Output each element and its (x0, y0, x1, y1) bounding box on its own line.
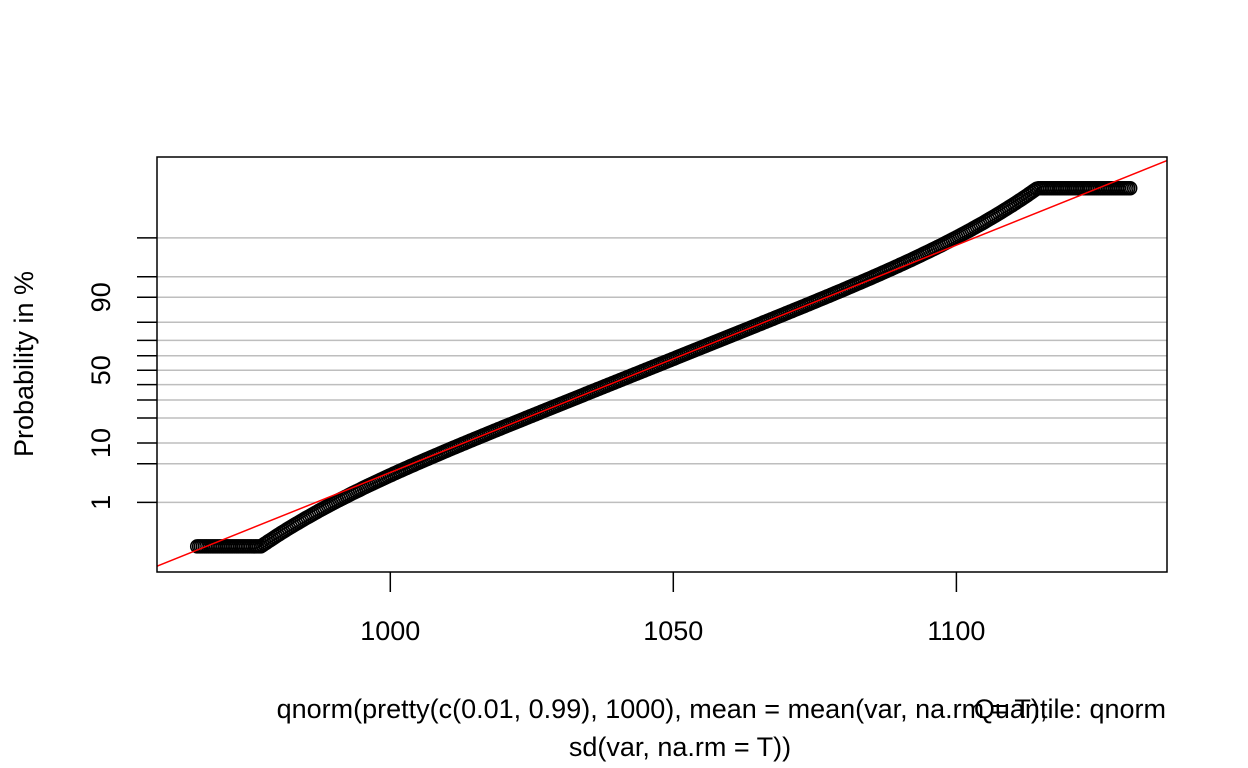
y-tick-label: 90 (86, 282, 116, 312)
y-axis-label: Probability in % (9, 271, 39, 457)
grid-lines (157, 237, 1167, 504)
x-tick-label: 1100 (927, 616, 985, 646)
x-axis: 1000 1050 1100 (360, 572, 985, 646)
y-tick-label: 50 (86, 355, 116, 385)
y-tick-label: 1 (86, 495, 116, 510)
data-points (189, 181, 1138, 554)
x-axis-label-line-1: qnorm(pretty(c(0.01, 0.99), 1000), mean … (277, 694, 1048, 724)
x-axis-label-overlay: Quantile: qnorm (974, 694, 1166, 724)
x-tick-label: 1050 (643, 616, 703, 646)
plot-frame (156, 156, 1168, 573)
y-tick-label: 10 (86, 428, 116, 458)
y-axis: 1 10 50 90 (86, 237, 157, 510)
x-tick-label: 1000 (360, 616, 420, 646)
reference-line (156, 159, 1168, 567)
x-axis-label-line-2: sd(var, na.rm = T)) (569, 732, 791, 762)
data-point (1122, 181, 1138, 196)
